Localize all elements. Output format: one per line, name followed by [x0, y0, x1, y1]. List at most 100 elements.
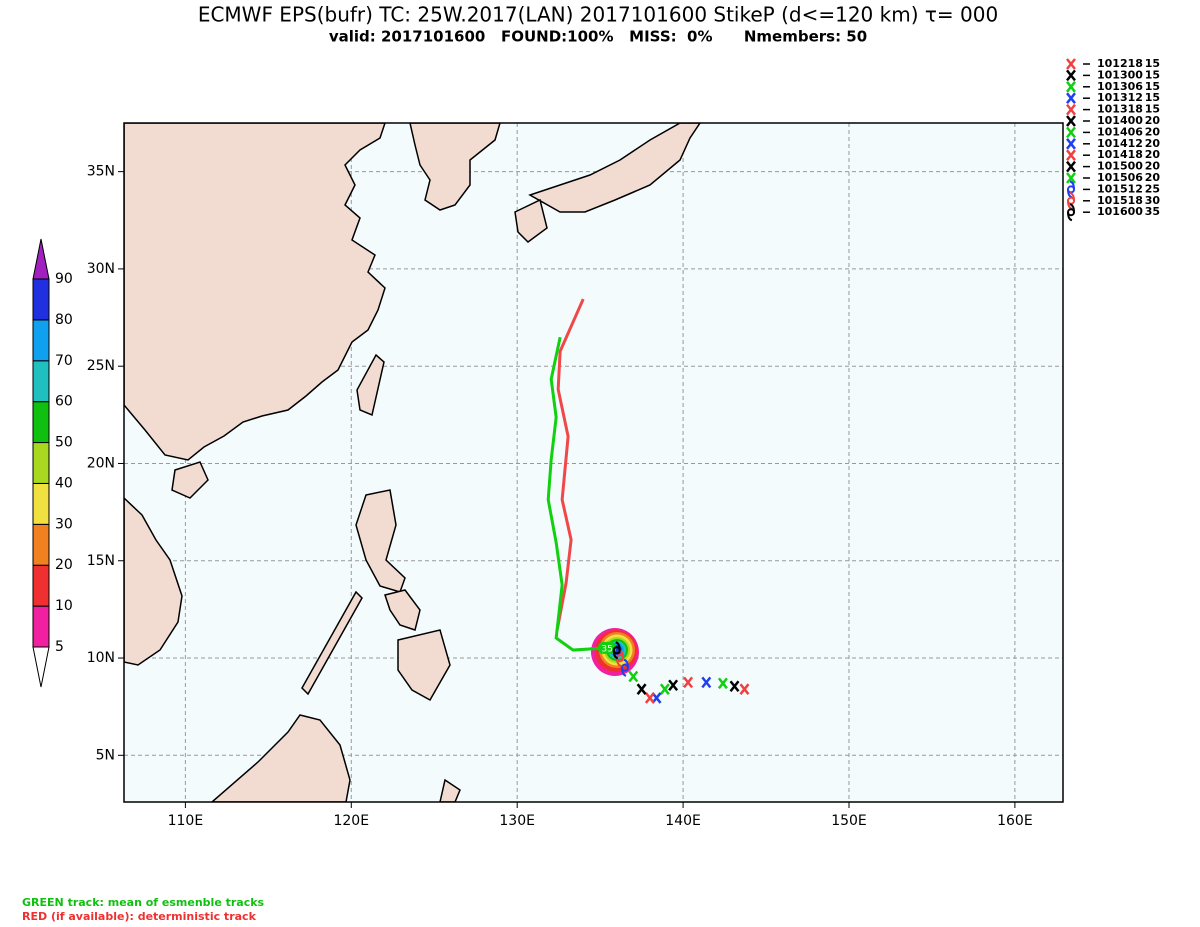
cross-marker — [683, 676, 694, 689]
marker-stroke — [659, 683, 670, 695]
luzon — [355, 489, 406, 593]
kyushu — [514, 198, 548, 243]
cross-marker — [1066, 160, 1076, 173]
legend-wind: 15 — [1145, 103, 1160, 116]
colorbar-segment — [32, 482, 50, 525]
china — [124, 123, 386, 461]
x-tick-label: 120E — [333, 813, 369, 829]
x-tick-label: 110E — [168, 813, 204, 829]
marker-stroke — [644, 692, 655, 704]
deterministic-track — [555, 298, 585, 631]
legend-wind: 30 — [1145, 194, 1161, 207]
indochina — [124, 496, 183, 666]
legend-wind: 20 — [1145, 171, 1161, 184]
colorbar-over — [32, 238, 50, 280]
cross-marker — [1066, 81, 1076, 93]
map-frame — [123, 122, 1064, 803]
colorbar-segment — [32, 605, 50, 648]
intensity-badge — [598, 641, 617, 654]
legend-wind: 25 — [1145, 182, 1160, 195]
cross-marker — [628, 670, 639, 683]
legend-time: 101218 — [1097, 57, 1143, 70]
borneo — [210, 714, 351, 802]
legend-wind: 20 — [1145, 160, 1161, 173]
cross-marker — [1066, 58, 1076, 70]
y-tick-label: 10N — [87, 650, 115, 666]
colorbar-label: 80 — [55, 312, 73, 328]
colorbar-segment — [32, 523, 50, 566]
legend-time: 101600 — [1097, 205, 1143, 218]
legend-wind: 15 — [1145, 68, 1160, 81]
x-tick-label: 140E — [665, 813, 701, 829]
colorbar: 5 10 20 30 40 50 60 70 80 90 — [32, 238, 73, 688]
legend-time: 101518 — [1097, 194, 1143, 207]
cyclone-marker — [612, 641, 621, 660]
cross-marker — [1066, 172, 1076, 184]
tracks: 35 — [546, 298, 750, 704]
cross-marker — [1066, 149, 1076, 161]
legend-time: 101406 — [1097, 125, 1143, 138]
y-tick-label: 30N — [87, 261, 115, 277]
marker-stroke — [1066, 126, 1076, 139]
y-tick-label: 20N — [87, 455, 115, 471]
legend-wind: 20 — [1145, 114, 1161, 127]
x-tick-label: 150E — [831, 813, 867, 829]
cross-marker — [636, 683, 647, 695]
cross-marker — [717, 677, 728, 690]
marker-stroke — [701, 676, 712, 689]
marker-stroke — [628, 670, 639, 683]
mean-track — [546, 336, 608, 652]
colorbar-label: 10 — [55, 598, 73, 614]
legend-wind: 35 — [1145, 205, 1160, 218]
legend-time: 101400 — [1097, 114, 1143, 127]
y-tick-label: 35N — [87, 164, 115, 180]
marker-stroke — [1066, 81, 1076, 93]
colorbar-label: 90 — [55, 271, 73, 287]
legend-wind: 20 — [1145, 148, 1161, 161]
cross-marker — [1066, 126, 1076, 139]
cross-marker — [1066, 115, 1076, 127]
cross-marker — [659, 683, 670, 695]
colorbar-segment — [32, 564, 50, 607]
cyclone-marker — [1067, 203, 1075, 222]
marker-stroke — [636, 683, 647, 695]
colorbar-segment — [32, 401, 50, 444]
marker-stroke — [729, 680, 740, 693]
subtitle: valid: 2017101600 FOUND:100% MISS: 0% Nm… — [329, 28, 867, 46]
marker-stroke — [1066, 103, 1076, 116]
colorbar-label: 50 — [55, 435, 73, 451]
cyclone-marker — [621, 658, 630, 677]
colorbar-label: 40 — [55, 475, 73, 491]
title: ECMWF EPS(bufr) TC: 25W.2017(LAN) 201710… — [198, 3, 998, 27]
legend-time: 101512 — [1097, 182, 1143, 195]
mindanao — [397, 629, 451, 702]
marker-stroke — [739, 683, 750, 695]
colorbar-label: 20 — [55, 557, 73, 573]
cross-marker — [1066, 92, 1076, 104]
colorbar-label: 30 — [55, 516, 73, 532]
marker-stroke — [1066, 172, 1076, 184]
legend-time: 101300 — [1097, 68, 1143, 81]
korea — [409, 123, 501, 211]
colorbar-segment — [32, 360, 50, 403]
legend-time: 101312 — [1097, 91, 1143, 104]
cross-marker — [668, 679, 679, 692]
y-tick-label: 5N — [96, 747, 115, 763]
marker-stroke — [1066, 160, 1076, 173]
colorbar-label: 70 — [55, 353, 73, 369]
cross-marker — [1066, 103, 1076, 116]
marker-stroke — [668, 679, 679, 692]
hainan — [171, 461, 209, 499]
cross-marker — [729, 680, 740, 693]
x-tick-label: 160E — [997, 813, 1033, 829]
cross-marker — [644, 692, 655, 704]
cross-marker — [1066, 138, 1076, 150]
palawan — [301, 590, 363, 696]
taiwan — [356, 353, 385, 417]
colorbar-under — [32, 646, 50, 688]
colorbar-label: 5 — [55, 639, 64, 655]
legend-time: 101500 — [1097, 160, 1143, 173]
marker-stroke — [683, 676, 694, 689]
